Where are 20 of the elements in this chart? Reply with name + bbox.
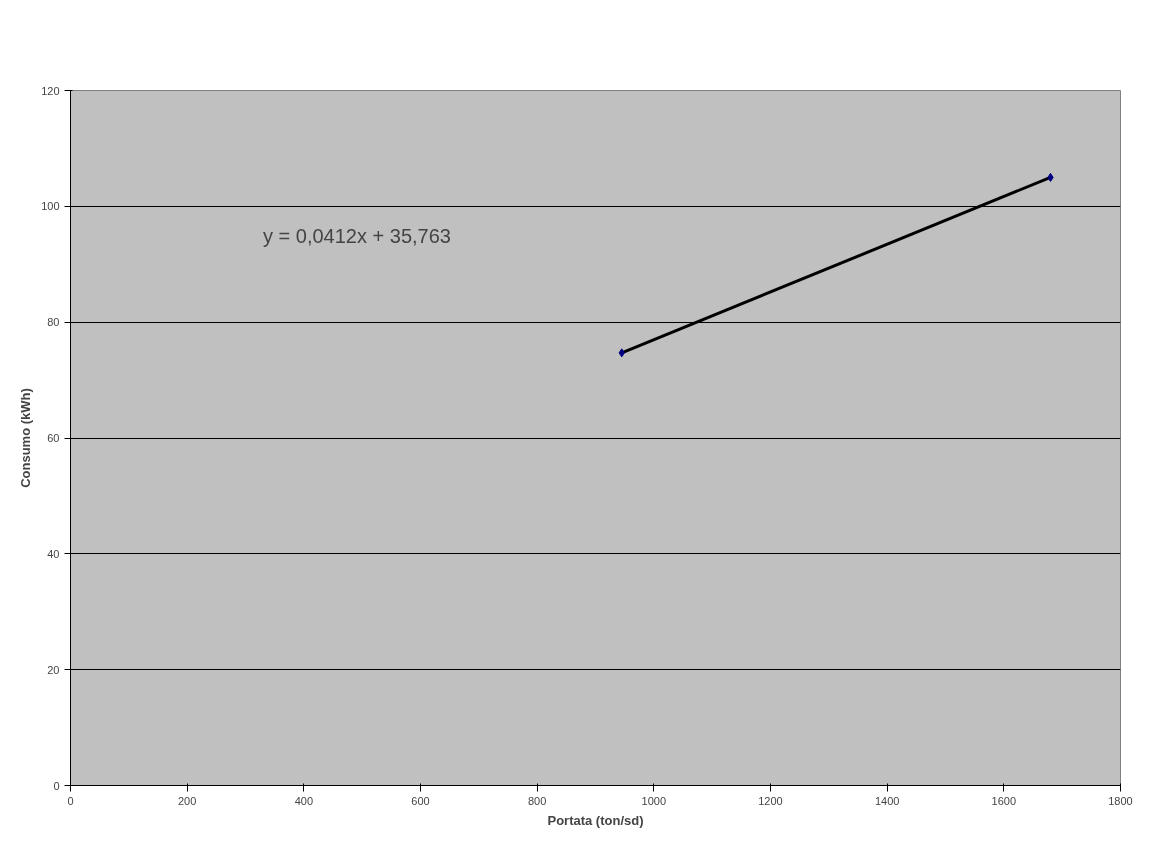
x-tick-label: 200 bbox=[177, 794, 197, 807]
y-tick-label: 100 bbox=[41, 200, 60, 213]
y-tick-label: 40 bbox=[47, 547, 60, 560]
x-tick-label: 600 bbox=[411, 794, 430, 807]
x-tick-label: 800 bbox=[527, 794, 547, 807]
y-tick-label: 120 bbox=[41, 84, 60, 97]
y-tick-label: 20 bbox=[47, 663, 60, 676]
x-tick-label: 1200 bbox=[758, 794, 783, 807]
y-tick-label: 60 bbox=[47, 432, 60, 444]
x-tick-label: 1800 bbox=[1108, 794, 1133, 807]
x-axis-title: Portata (ton/sd) bbox=[547, 812, 644, 828]
y-tick-label: 80 bbox=[47, 316, 60, 329]
annotation: y = 0,0412x + 35,763 bbox=[263, 224, 451, 247]
y-axis-title: Consumo (kWh) bbox=[18, 388, 34, 488]
x-tick-label: 400 bbox=[294, 794, 314, 807]
y-tick-label: 0 bbox=[53, 779, 60, 792]
x-tick-label: 1000 bbox=[641, 794, 667, 807]
x-tick-label: 1400 bbox=[874, 794, 900, 807]
x-tick-label: 1600 bbox=[991, 794, 1017, 807]
x-tick-label: 0 bbox=[67, 794, 74, 807]
